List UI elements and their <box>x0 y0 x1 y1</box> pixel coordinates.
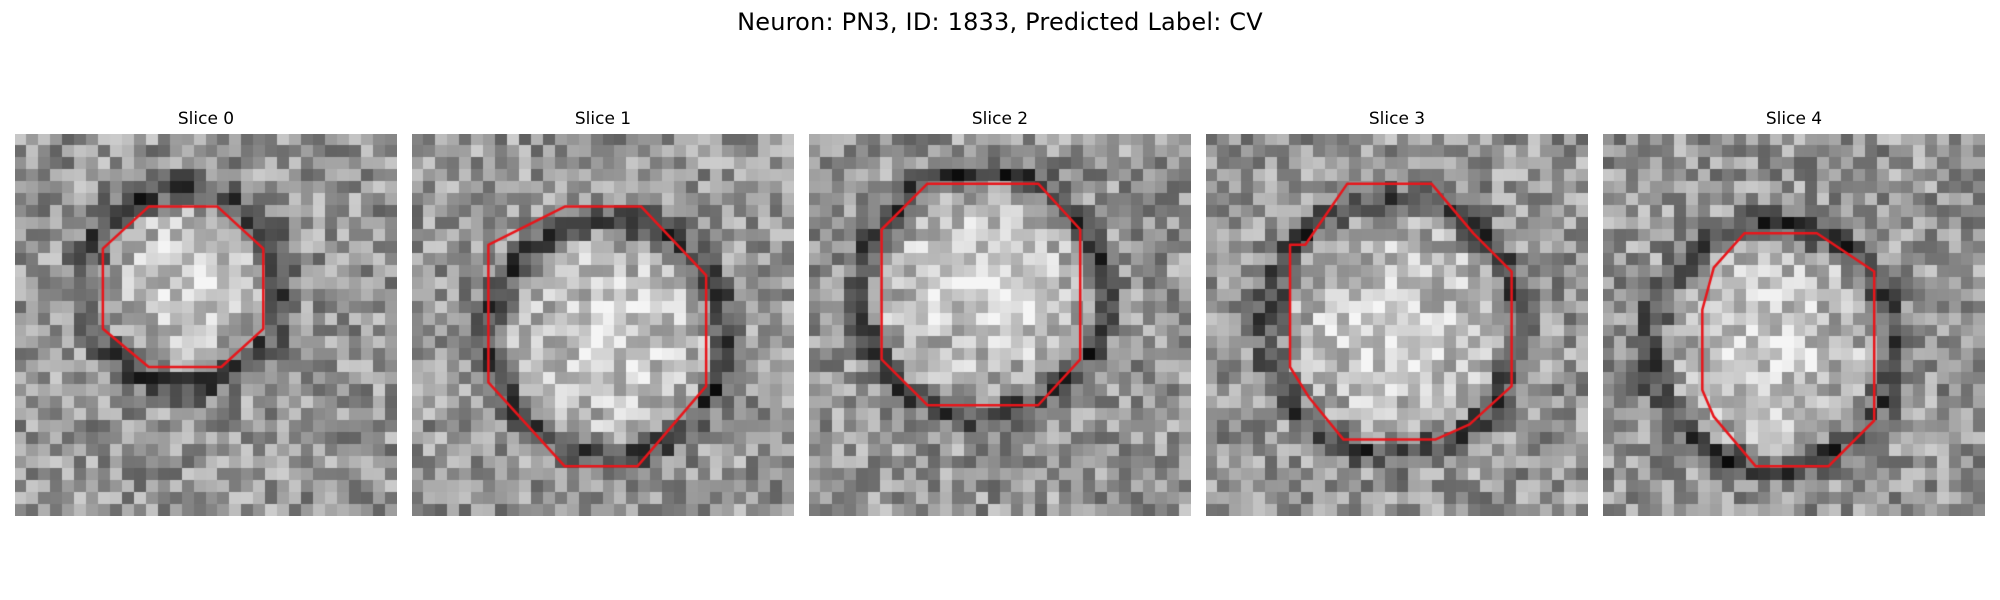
slice-title-0: Slice 0 <box>177 109 235 129</box>
slice-panel-4: Slice 4 <box>1603 108 1985 520</box>
slice-panel-1: Slice 1 <box>412 108 794 520</box>
slice-title-1: Slice 1 <box>574 109 632 129</box>
slice-image-0 <box>15 134 397 516</box>
slice-image-1 <box>412 134 794 516</box>
slice-image-4 <box>1603 134 1985 516</box>
slice-title-2: Slice 2 <box>971 109 1029 129</box>
slice-title-4: Slice 4 <box>1765 109 1823 129</box>
slice-panel-3: Slice 3 <box>1206 108 1588 520</box>
slice-image-2 <box>809 134 1191 516</box>
slice-panel-2: Slice 2 <box>809 108 1191 520</box>
slice-title-3: Slice 3 <box>1368 109 1426 129</box>
figure-title: Neuron: PN3, ID: 1833, Predicted Label: … <box>737 8 1263 36</box>
slice-image-3 <box>1206 134 1588 516</box>
slice-panel-0: Slice 0 <box>15 108 397 520</box>
